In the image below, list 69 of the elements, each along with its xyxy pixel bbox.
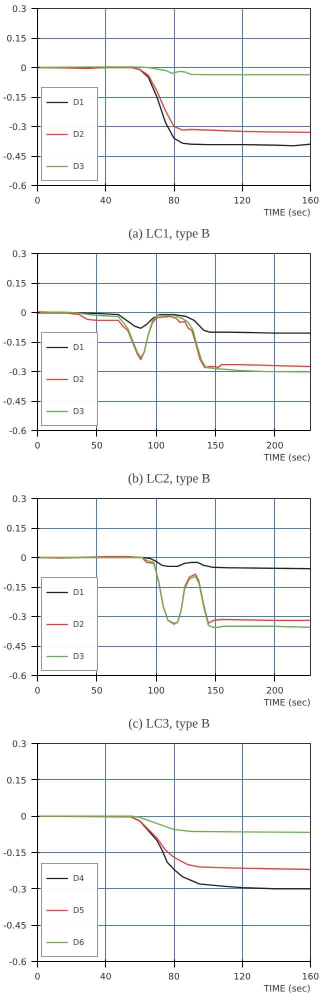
y-tick-label: 0.3 — [12, 495, 27, 505]
y-tick-label: 0.15 — [6, 34, 27, 44]
x-tick-label: 120 — [234, 196, 252, 206]
x-tick-label: 150 — [206, 686, 224, 696]
y-tick-label: 0.3 — [12, 5, 27, 15]
legend-label: D6 — [73, 936, 86, 948]
legend-label: D1 — [73, 586, 86, 598]
legend-label: D4 — [73, 872, 86, 884]
y-tick-label: -0.3 — [8, 885, 26, 896]
legend-label: D2 — [73, 128, 86, 140]
y-tick-label: -0.45 — [3, 922, 27, 932]
legend-label: D2 — [73, 374, 86, 385]
legend-label: D3 — [73, 406, 86, 417]
x-tick-label: 0 — [34, 196, 41, 206]
y-tick-label: 0.15 — [6, 776, 27, 786]
x-axis-title: TIME (sec) — [262, 208, 311, 218]
x-tick-label: 120 — [234, 972, 252, 982]
text: (c) LC3, type B — [128, 716, 210, 730]
x-tick-label: 200 — [266, 686, 284, 696]
legend-label: D2 — [73, 618, 86, 630]
y-tick-label: -0.6 — [8, 182, 27, 192]
y-tick-label: 0 — [20, 554, 27, 564]
x-tick-label: 80 — [168, 972, 180, 982]
y-tick-label: -0.6 — [8, 672, 27, 682]
x-tick-label: 40 — [100, 972, 112, 982]
x-tick-label: 160 — [302, 972, 320, 982]
x-tick-label: 0 — [34, 442, 41, 452]
y-tick-label: 0 — [20, 309, 27, 319]
x-tick-label: 150 — [206, 442, 224, 452]
legend-label: D5 — [73, 904, 86, 916]
x-axis-title: TIME (sec) — [262, 984, 311, 994]
y-tick-label: -0.15 — [3, 584, 27, 594]
x-tick-label: 100 — [148, 686, 166, 696]
legend-label: D3 — [73, 650, 86, 662]
legend-label: D1 — [73, 96, 86, 108]
y-tick-label: -0.15 — [3, 849, 27, 859]
y-tick-label: 0.15 — [6, 280, 27, 290]
text: (b) LC2, type B — [128, 470, 211, 486]
text: (a) LC1, type B — [128, 226, 210, 240]
y-tick-label: -0.45 — [3, 642, 27, 652]
y-tick-label: -0.15 — [3, 338, 27, 348]
x-tick-label: 0 — [34, 686, 41, 696]
x-tick-label: 50 — [91, 442, 103, 452]
y-tick-label: -0.15 — [3, 94, 27, 104]
x-tick-label: 40 — [100, 196, 112, 206]
x-tick-label: 160 — [302, 196, 320, 206]
x-tick-label: 100 — [148, 442, 166, 452]
x-tick-label: 80 — [168, 196, 180, 206]
y-tick-label: -0.3 — [8, 613, 26, 623]
legend-label: D3 — [73, 160, 86, 172]
x-axis-title: TIME (sec) — [262, 454, 311, 464]
y-tick-label: -0.3 — [8, 123, 26, 133]
line-series — [38, 66, 310, 76]
x-tick-label: 0 — [34, 972, 41, 982]
y-tick-label: 0 — [20, 64, 27, 74]
y-tick-label: -0.45 — [3, 398, 27, 408]
y-tick-label: -0.3 — [8, 368, 26, 378]
y-tick-label: 0.3 — [12, 740, 27, 750]
x-tick-label: 50 — [91, 686, 103, 696]
y-tick-label: 0.15 — [6, 524, 27, 534]
x-tick-label: 200 — [266, 442, 284, 452]
y-tick-label: -0.6 — [8, 958, 27, 968]
y-tick-label: -0.6 — [8, 427, 27, 437]
legend-label: D1 — [73, 342, 86, 353]
y-tick-label: 0 — [20, 812, 27, 823]
y-tick-label: 0.3 — [12, 250, 27, 260]
y-tick-label: -0.45 — [3, 152, 27, 162]
line-series — [38, 816, 310, 834]
x-axis-title: TIME (sec) — [262, 698, 311, 708]
